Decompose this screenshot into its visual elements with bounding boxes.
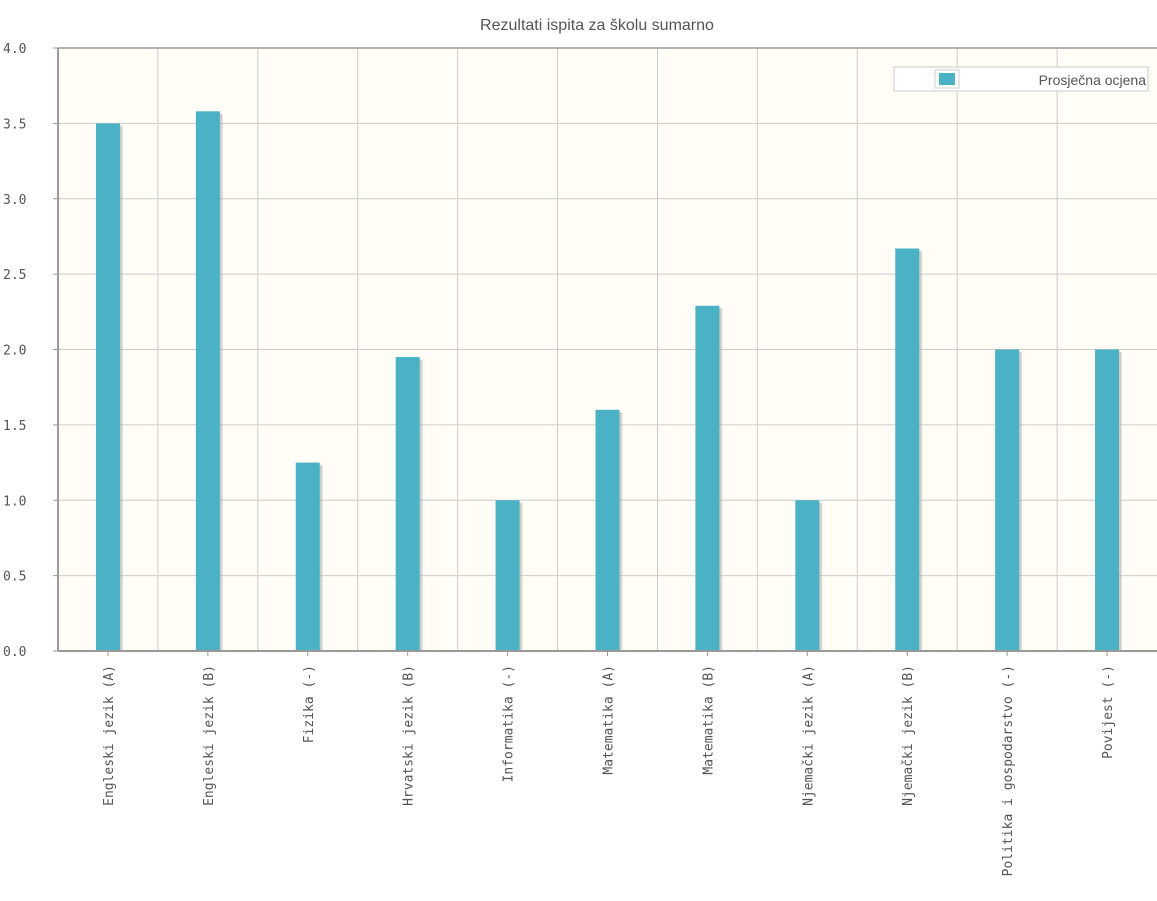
- y-axis-ticks: 0.0 0.5 1.0 1.5 2.0 2.5 3.0 3.5 4.0: [3, 42, 58, 660]
- x-tick-label: Fizika (-): [302, 665, 317, 743]
- bar: [195, 111, 220, 651]
- legend-label: Prosječna ocjena: [1039, 72, 1147, 88]
- bar: [1095, 349, 1120, 651]
- x-tick-label: Informatika (-): [502, 665, 517, 782]
- y-tick-label: 3.0: [3, 193, 26, 208]
- legend-swatch: [939, 73, 955, 85]
- bar: [95, 123, 120, 651]
- y-tick-label: 4.0: [3, 42, 26, 57]
- y-tick-label: 3.5: [3, 117, 26, 132]
- y-tick-label: 1.5: [3, 419, 26, 434]
- bar: [595, 409, 620, 651]
- x-axis-ticks: Engleski jezik (A) Engleski jezik (B) Fizi…: [102, 651, 1116, 876]
- y-tick-label: 1.0: [3, 494, 26, 509]
- y-tick-label: 2.0: [3, 344, 26, 359]
- bar: [895, 248, 920, 651]
- bar: [695, 305, 720, 651]
- x-tick-label: Politika i gospodarstvo (-): [1001, 665, 1016, 876]
- x-tick-label: Engleski jezik (B): [202, 665, 217, 806]
- bar: [795, 500, 820, 651]
- bar: [495, 500, 520, 651]
- bars: [95, 111, 1120, 651]
- bar: [995, 349, 1020, 651]
- x-tick-label: Njemački jezik (A): [801, 665, 816, 806]
- x-tick-label: Engleski jezik (A): [102, 665, 117, 806]
- legend: Prosječna ocjena: [893, 66, 1149, 92]
- x-tick-label: Njemački jezik (B): [901, 665, 916, 806]
- x-tick-label: Hrvatski jezik (B): [402, 665, 417, 806]
- x-tick-label: Matematika (B): [701, 665, 716, 775]
- y-tick-label: 0.0: [3, 645, 26, 660]
- bar: [295, 462, 320, 651]
- y-tick-label: 0.5: [3, 570, 26, 585]
- x-tick-label: Matematika (A): [602, 665, 617, 775]
- bar: [395, 357, 420, 651]
- y-tick-label: 2.5: [3, 268, 26, 283]
- x-tick-label: Povijest (-): [1101, 665, 1116, 759]
- chart-title: Rezultati ispita za školu sumarno: [480, 17, 714, 34]
